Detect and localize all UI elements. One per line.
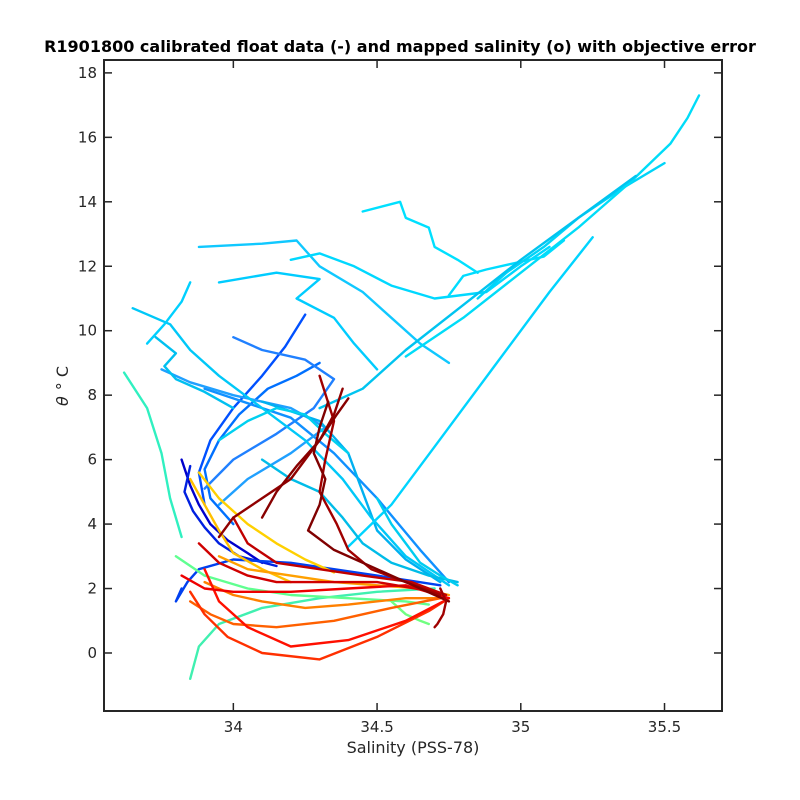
profile-line-3	[174, 558, 442, 603]
profile-line-29	[197, 471, 336, 574]
profile-line-21	[318, 174, 637, 410]
profile-line-16	[289, 245, 551, 300]
profile-line-1	[180, 458, 264, 564]
profile-line-26	[188, 587, 436, 680]
profile-line-36	[180, 574, 451, 600]
profile-line-22	[260, 458, 459, 584]
y-tick-label-6: 10	[78, 322, 97, 340]
profile-line-34	[188, 590, 451, 661]
x-tick-label-3: 35	[511, 718, 530, 736]
profile-line-9	[260, 400, 442, 584]
x-tick-label-1: 34	[224, 718, 243, 736]
y-tick-label-10: 18	[78, 64, 97, 82]
profile-line-35	[203, 568, 445, 648]
y-tick-label-2: 2	[87, 580, 97, 598]
y-tick-label-1: 0	[87, 644, 97, 662]
profile-line-43	[433, 587, 448, 629]
y-axis-label: θ ° C	[53, 366, 72, 406]
profile-line-12	[145, 281, 192, 345]
series-layer	[122, 94, 701, 680]
y-tick-label-5: 8	[87, 386, 97, 404]
profile-line-25	[122, 371, 183, 539]
y-tick-label-9: 16	[78, 128, 97, 146]
profile-line-42	[260, 397, 350, 519]
y-axis-label-unit: ° C	[53, 366, 72, 390]
profile-line-15	[197, 239, 451, 365]
plot-frame	[103, 59, 723, 712]
profile-line-17	[361, 200, 479, 274]
profile-line-13	[154, 336, 235, 410]
profile-line-10	[131, 307, 451, 587]
x-tick-label-4: 35.5	[648, 718, 681, 736]
x-tick-label-2: 34.5	[360, 718, 393, 736]
profile-line-18	[447, 239, 566, 297]
profile-line-5	[203, 361, 321, 526]
profile-line-6	[203, 336, 336, 490]
x-axis: 34 34.5 35 35.5	[224, 60, 681, 736]
profile-line-20	[404, 94, 701, 358]
profile-line-38	[232, 516, 448, 597]
x-axis-label: Salinity (PSS-78)	[347, 738, 480, 757]
profile-line-14	[217, 271, 379, 371]
y-tick-label-4: 6	[87, 451, 97, 469]
y-tick-label-7: 12	[78, 257, 97, 275]
profile-line-33	[188, 597, 442, 629]
profile-line-7	[203, 387, 451, 584]
profile-line-41	[306, 400, 451, 603]
profile-line-37	[197, 542, 436, 593]
y-axis-label-symbol: θ	[53, 396, 72, 406]
profile-line-27	[174, 555, 430, 606]
y-tick-label-3: 4	[87, 515, 97, 533]
profile-line-23	[217, 406, 350, 455]
chart-title: R1901800 calibrated float data (-) and m…	[44, 37, 756, 56]
profile-line-32	[203, 580, 448, 610]
profile-line-24	[375, 497, 459, 587]
y-tick-label-8: 14	[78, 193, 97, 211]
y-axis: 0 2 4 6 8 10 12 14 16 18	[78, 64, 722, 662]
profile-line-40	[217, 387, 344, 539]
